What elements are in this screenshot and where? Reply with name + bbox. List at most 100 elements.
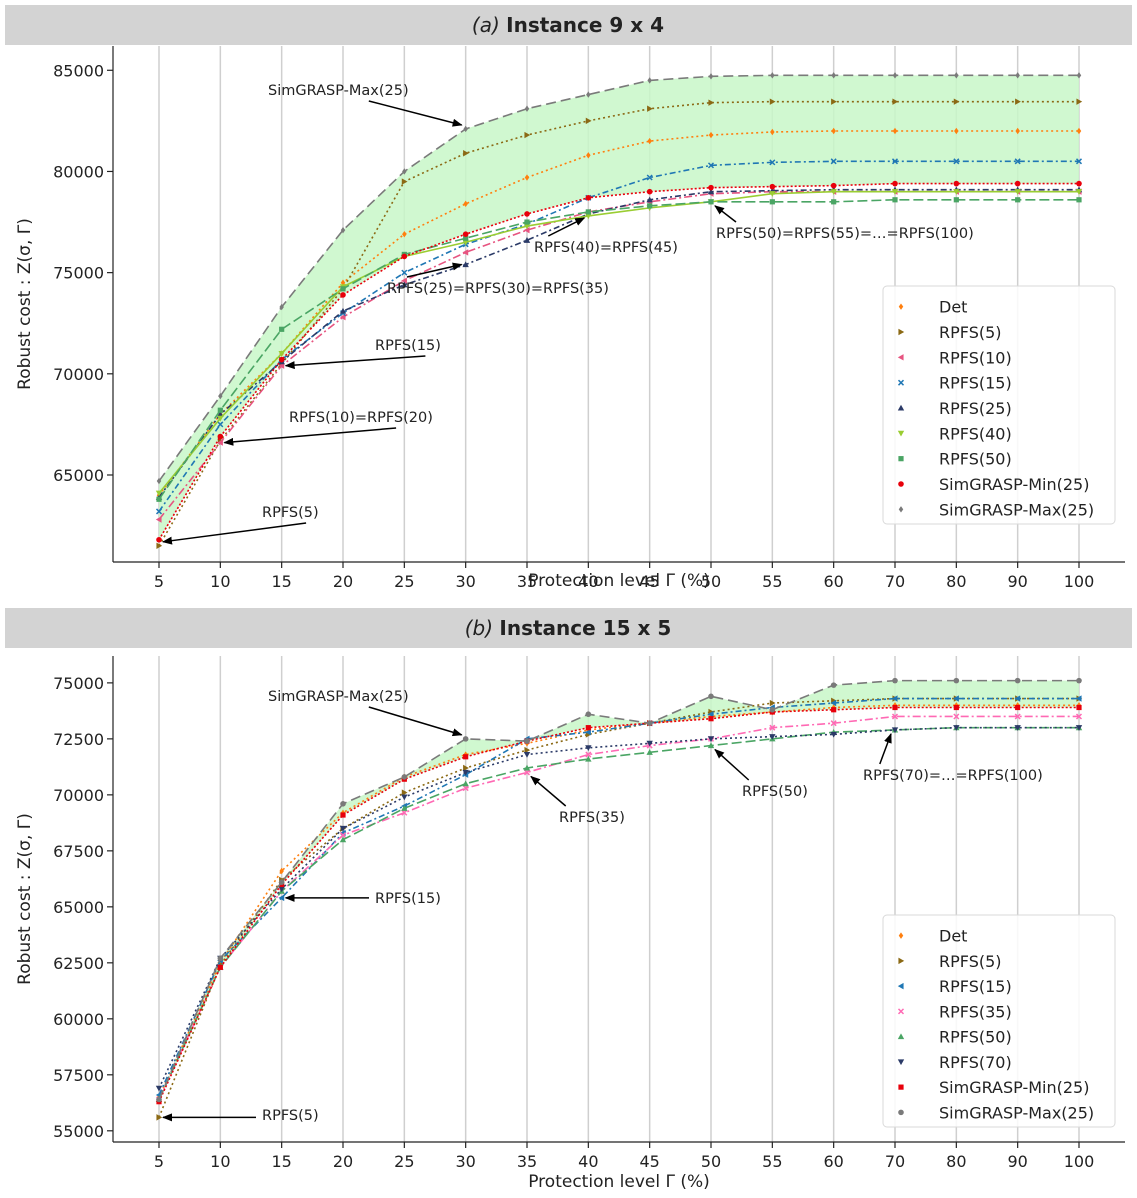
x-tick-label: 100 [1064,572,1095,591]
data-point-simgrasp-min-25 [646,188,653,195]
x-tick-label: 25 [394,1152,414,1171]
legend-label-rpfs-25: RPFS(25) [939,399,1012,418]
y-tick-label: 72500 [53,730,104,749]
data-point-simgrasp-max-25 [892,72,898,79]
data-point-rpfs-50 [339,836,347,843]
annotation-arrow [368,100,463,127]
data-point-det [647,137,652,145]
data-point-simgrasp-min-25 [1076,180,1082,187]
data-point-det [586,152,591,159]
data-point-det [279,867,284,875]
data-point-rpfs-5 [647,105,653,112]
data-point-rpfs-40 [953,189,960,195]
y-tick-label: 70000 [53,365,104,384]
data-point-rpfs-15 [830,158,837,165]
legend-marker-det [898,932,904,939]
data-point-simgrasp-max-25 [156,1096,162,1103]
annotation-label: RPFS(50)=RPFS(55)=…=RPFS(100) [716,226,974,242]
data-point-rpfs-5 [524,746,531,754]
data-point-rpfs-5 [769,98,776,105]
data-point-rpfs-70 [830,731,837,738]
data-point-simgrasp-min-25 [217,433,224,440]
data-point-rpfs-50 [585,755,592,762]
x-tick-label: 25 [394,572,414,591]
data-point-rpfs-70 [1014,725,1021,731]
annotation-label: RPFS(10)=RPFS(20) [289,410,433,426]
x-tick-label: 15 [271,572,291,591]
data-point-rpfs-50 [892,197,898,203]
y-tick-label: 60000 [53,1010,104,1029]
y-tick-label: 65000 [53,898,104,917]
data-point-det [524,174,530,181]
panel-header [5,5,1132,45]
data-point-rpfs-15 [401,269,408,276]
data-point-rpfs-50 [953,197,959,203]
x-tick-label: 80 [946,572,966,591]
series-line-simgrasp-min-25 [158,706,1079,1103]
data-point-rpfs-35 [462,785,469,792]
legend-label-rpfs-15: RPFS(15) [939,977,1012,996]
x-axis-label: Protection level Γ (%) [528,571,710,591]
data-point-rpfs-40 [830,189,837,195]
legend-label-simgrasp-min-25: SimGRASP-Min(25) [939,475,1089,494]
legend-label-simgrasp-max-25: SimGRASP-Max(25) [939,500,1094,519]
x-tick-label: 60 [823,1152,843,1171]
data-point-det [831,127,836,135]
data-point-rpfs-40 [278,351,285,357]
data-point-simgrasp-max-25 [586,91,591,98]
data-point-rpfs-50 [401,805,408,811]
data-point-simgrasp-max-25 [708,73,714,80]
data-point-rpfs-25 [523,237,531,243]
legend-marker-simgrasp-min-25 [898,1084,904,1090]
data-point-rpfs-5 [401,789,408,796]
legend-label-rpfs-35: RPFS(35) [939,1002,1012,1021]
data-point-simgrasp-max-25 [585,711,592,718]
series-line-det [158,130,1079,496]
data-point-rpfs-15 [707,162,715,169]
data-point-det [1015,127,1020,135]
data-point-simgrasp-max-25 [462,736,469,742]
data-point-rpfs-70 [523,751,531,758]
legend-box [882,285,1116,525]
x-tick-label: 20 [333,1152,353,1171]
data-point-simgrasp-max-25 [217,955,224,962]
data-point-simgrasp-max-25 [340,226,346,234]
data-point-rpfs-40 [1075,189,1083,195]
panel-title-text: Instance 9 x 4 [506,13,664,37]
data-point-rpfs-50 [279,326,285,332]
data-point-rpfs-70 [769,734,776,740]
data-point-rpfs-5 [953,98,960,105]
series-simgrasp-min-25 [156,180,1082,543]
annotation-label: RPFS(15) [375,338,441,354]
data-point-rpfs-70 [585,745,592,752]
data-point-rpfs-15 [707,711,714,718]
data-point-rpfs-70 [891,727,899,734]
data-point-simgrasp-max-25 [402,168,407,175]
data-point-simgrasp-min-25 [217,964,223,970]
data-point-det [402,230,407,238]
data-point-rpfs-35 [769,724,776,731]
legend-marker-simgrasp-max-25 [898,1109,904,1116]
annotation-arrow [547,217,586,237]
data-point-rpfs-15 [1075,695,1082,702]
data-point-rpfs-15 [646,174,653,181]
series-line-rpfs-50 [158,198,1079,500]
annotation-label: RPFS(40)=RPFS(45) [534,240,678,256]
data-point-rpfs-10 [217,439,223,446]
panel-tag: (a) [472,13,506,37]
data-point-det [954,127,959,135]
data-point-rpfs-50 [708,199,714,205]
x-tick-label: 45 [639,572,659,591]
panel-header [5,608,1132,648]
legend-label-rpfs-5: RPFS(5) [939,323,1002,342]
annotation-label: SimGRASP-Max(25) [268,83,409,99]
x-tick-label: 50 [701,1152,721,1171]
legend-marker-rpfs-15 [897,982,904,990]
data-point-rpfs-70 [646,740,653,747]
series-line-simgrasp-max-25 [158,679,1079,1100]
x-tick-label: 5 [154,572,164,591]
data-point-rpfs-15 [1014,158,1021,165]
data-point-rpfs-70 [1075,725,1083,731]
data-point-simgrasp-min-25 [278,356,285,363]
data-point-simgrasp-min-25 [1014,180,1021,187]
